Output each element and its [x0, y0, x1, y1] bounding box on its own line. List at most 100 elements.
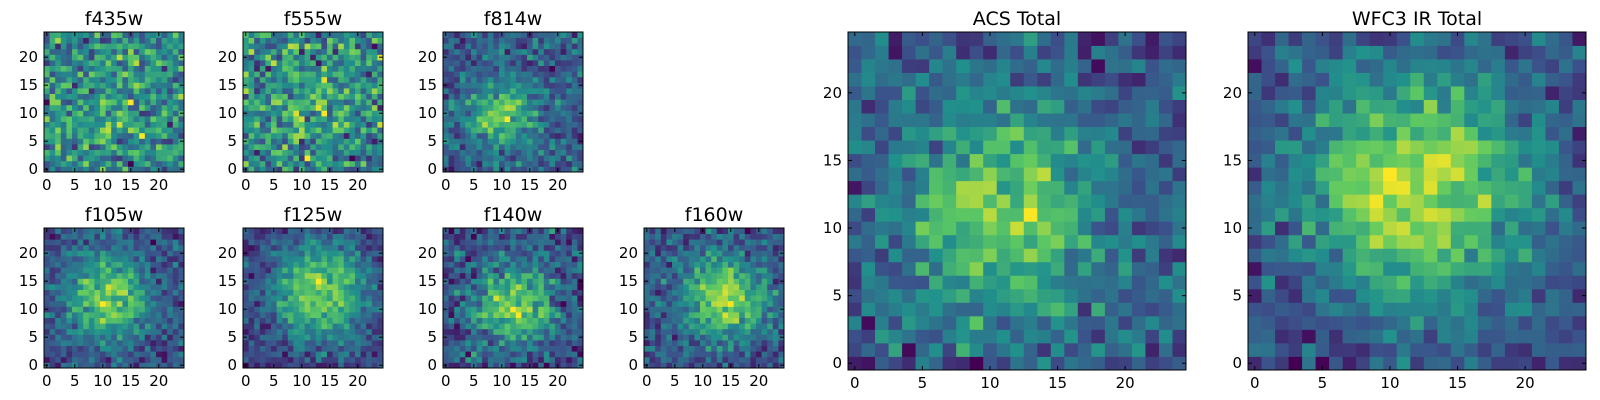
heatmap-cell	[355, 104, 361, 111]
heatmap-cell	[243, 267, 249, 274]
panel-title: f140w	[484, 204, 543, 226]
heatmap-cell	[66, 278, 73, 285]
heatmap-cell	[60, 138, 67, 145]
heatmap-cell	[377, 300, 384, 307]
heatmap-cell	[133, 76, 140, 83]
heatmap-cell	[683, 323, 690, 330]
heatmap-cell	[167, 362, 174, 369]
heatmap-cell	[543, 323, 550, 330]
heatmap-cell	[66, 37, 73, 44]
heatmap-cell	[778, 228, 785, 234]
heatmap-cell	[510, 54, 517, 61]
heatmap-cell	[276, 138, 283, 145]
heatmap-cell	[338, 272, 345, 279]
heatmap-cell	[254, 228, 261, 234]
heatmap-cell	[332, 351, 339, 358]
heatmap-cell	[716, 278, 723, 285]
heatmap-cell	[55, 228, 62, 234]
heatmap-cell	[655, 233, 662, 240]
heatmap-cell	[448, 116, 455, 122]
heatmap-cell	[100, 60, 106, 66]
heatmap-cell	[772, 351, 779, 358]
heatmap-cell	[139, 104, 146, 111]
heatmap-cell	[750, 272, 757, 279]
heatmap-cell	[116, 334, 123, 341]
heatmap-cell	[983, 288, 998, 303]
heatmap-cell	[360, 261, 367, 268]
heatmap-cell	[321, 239, 328, 246]
heatmap-cell	[271, 323, 277, 330]
heatmap-cell	[1064, 207, 1079, 222]
heatmap-cell	[543, 48, 550, 55]
heatmap-cell	[510, 37, 517, 44]
heatmap-cell	[343, 32, 350, 38]
heatmap-cell	[355, 244, 361, 251]
heatmap-cell	[254, 166, 261, 173]
heatmap-cell	[60, 99, 67, 106]
heatmap-cell	[1050, 315, 1065, 330]
heatmap-cell	[243, 272, 249, 279]
heatmap-cell	[1023, 234, 1038, 249]
heatmap-cell	[128, 261, 134, 268]
heatmap-cell	[443, 71, 449, 78]
heatmap-cell	[688, 250, 695, 257]
x-tick-label: 15	[520, 176, 539, 194]
heatmap-cell	[577, 289, 584, 296]
heatmap-cell	[566, 356, 573, 363]
heatmap-cell	[448, 82, 455, 89]
heatmap-cell	[243, 160, 249, 167]
heatmap-cell	[156, 250, 162, 257]
heatmap-cell	[1131, 234, 1146, 249]
heatmap-cell	[371, 233, 378, 240]
heatmap-cell	[355, 261, 361, 268]
heatmap-cell	[343, 110, 350, 117]
heatmap-cell	[327, 351, 333, 358]
heatmap-cell	[150, 104, 157, 111]
heatmap-cell	[560, 239, 567, 246]
heatmap-cell	[942, 302, 957, 317]
heatmap-cell	[310, 244, 317, 251]
heatmap-cell	[459, 317, 466, 324]
heatmap-cell	[459, 312, 466, 318]
heatmap-cell	[705, 351, 712, 358]
heatmap-cell	[105, 295, 112, 302]
heatmap-cell	[122, 121, 129, 128]
heatmap-cell	[60, 323, 67, 330]
heatmap-cell	[100, 356, 106, 363]
heatmap-cell	[942, 275, 957, 290]
heatmap-cell	[744, 295, 751, 302]
heatmap-cell	[471, 93, 477, 100]
heatmap-cell	[761, 267, 768, 274]
heatmap-cell	[116, 166, 123, 173]
heatmap-cell	[476, 300, 483, 307]
heatmap-cell	[875, 221, 889, 236]
heatmap-cell	[532, 121, 539, 128]
heatmap-cell	[105, 160, 112, 167]
heatmap-cell	[566, 48, 573, 55]
heatmap-cell	[128, 93, 134, 100]
heatmap-cell	[683, 306, 690, 313]
heatmap-cell	[532, 37, 539, 44]
heatmap-cell	[510, 250, 517, 257]
heatmap-cell	[694, 312, 701, 318]
heatmap-cell	[55, 300, 62, 307]
heatmap-cell	[349, 166, 356, 173]
heatmap-cell	[271, 76, 277, 83]
heatmap-cell	[366, 127, 373, 134]
heatmap-cell	[560, 132, 567, 139]
heatmap-cell	[167, 48, 174, 55]
heatmap-cell	[94, 43, 101, 50]
heatmap-cell	[705, 233, 712, 240]
heatmap-cell	[555, 149, 561, 156]
heatmap-cell	[660, 256, 667, 262]
heatmap-cell	[465, 272, 472, 279]
heatmap-cell	[310, 267, 317, 274]
heatmap-cell	[694, 295, 701, 302]
heatmap-cell	[510, 132, 517, 139]
heatmap-cell	[772, 340, 779, 346]
heatmap-cell	[521, 149, 528, 156]
heatmap-cell	[772, 233, 779, 240]
heatmap-cell	[454, 149, 461, 156]
heatmap-cell	[649, 239, 656, 246]
heatmap-cell	[1104, 302, 1119, 317]
